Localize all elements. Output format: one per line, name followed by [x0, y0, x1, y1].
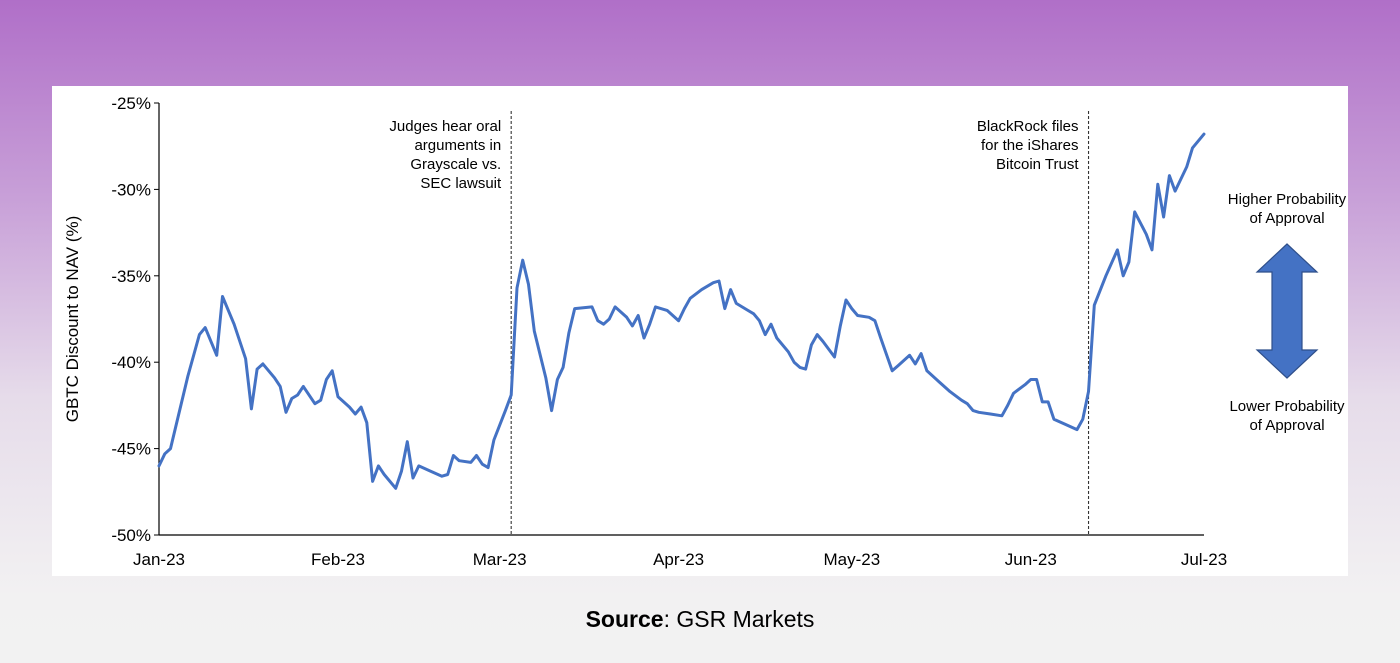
double-arrow-icon [1255, 243, 1319, 379]
source-label: Source [585, 606, 664, 632]
x-tick-label: Mar-23 [473, 550, 527, 569]
y-tick-label: -40% [111, 353, 151, 372]
x-tick-label: Feb-23 [311, 550, 365, 569]
series-line [157, 132, 1206, 490]
x-tick-label: May-23 [823, 550, 880, 569]
higher-probability-label: Higher Probability [1228, 191, 1347, 208]
x-tick-label: Jan-23 [133, 550, 185, 569]
event-annotation-line: Grayscale vs. [410, 156, 501, 173]
event-annotation-line: SEC lawsuit [420, 175, 502, 192]
higher-probability-label: of Approval [1249, 210, 1324, 227]
y-axis-label: GBTC Discount to NAV (%) [63, 216, 82, 423]
event-annotation-line: BlackRock files [977, 118, 1079, 135]
chart: -25% -30% -35% -40% -45% -50% Jan-23 Feb-23 Mar-… [63, 94, 1347, 569]
y-tick-label: -50% [111, 526, 151, 545]
event-annotation-line: for the iShares [981, 137, 1079, 154]
chart-panel: -25% -30% -35% -40% -45% -50% Jan-23 Feb-23 Mar-… [52, 86, 1348, 576]
lower-probability-label: Lower Probability [1229, 398, 1345, 415]
source-caption: Source: GSR Markets [0, 606, 1400, 633]
event-annotation-line: Judges hear oral [389, 118, 501, 135]
x-tick-label: Jul-23 [1181, 550, 1227, 569]
y-tick-label: -30% [111, 180, 151, 199]
event-annotation-line: Bitcoin Trust [996, 156, 1079, 173]
y-tick-label: -25% [111, 94, 151, 113]
y-tick-label: -35% [111, 267, 151, 286]
x-tick-label: Jun-23 [1005, 550, 1057, 569]
x-tick-label: Apr-23 [653, 550, 704, 569]
source-text: : GSR Markets [663, 606, 815, 632]
lower-probability-label: of Approval [1249, 417, 1324, 434]
y-tick-label: -45% [111, 440, 151, 459]
event-annotation-line: arguments in [414, 137, 501, 154]
